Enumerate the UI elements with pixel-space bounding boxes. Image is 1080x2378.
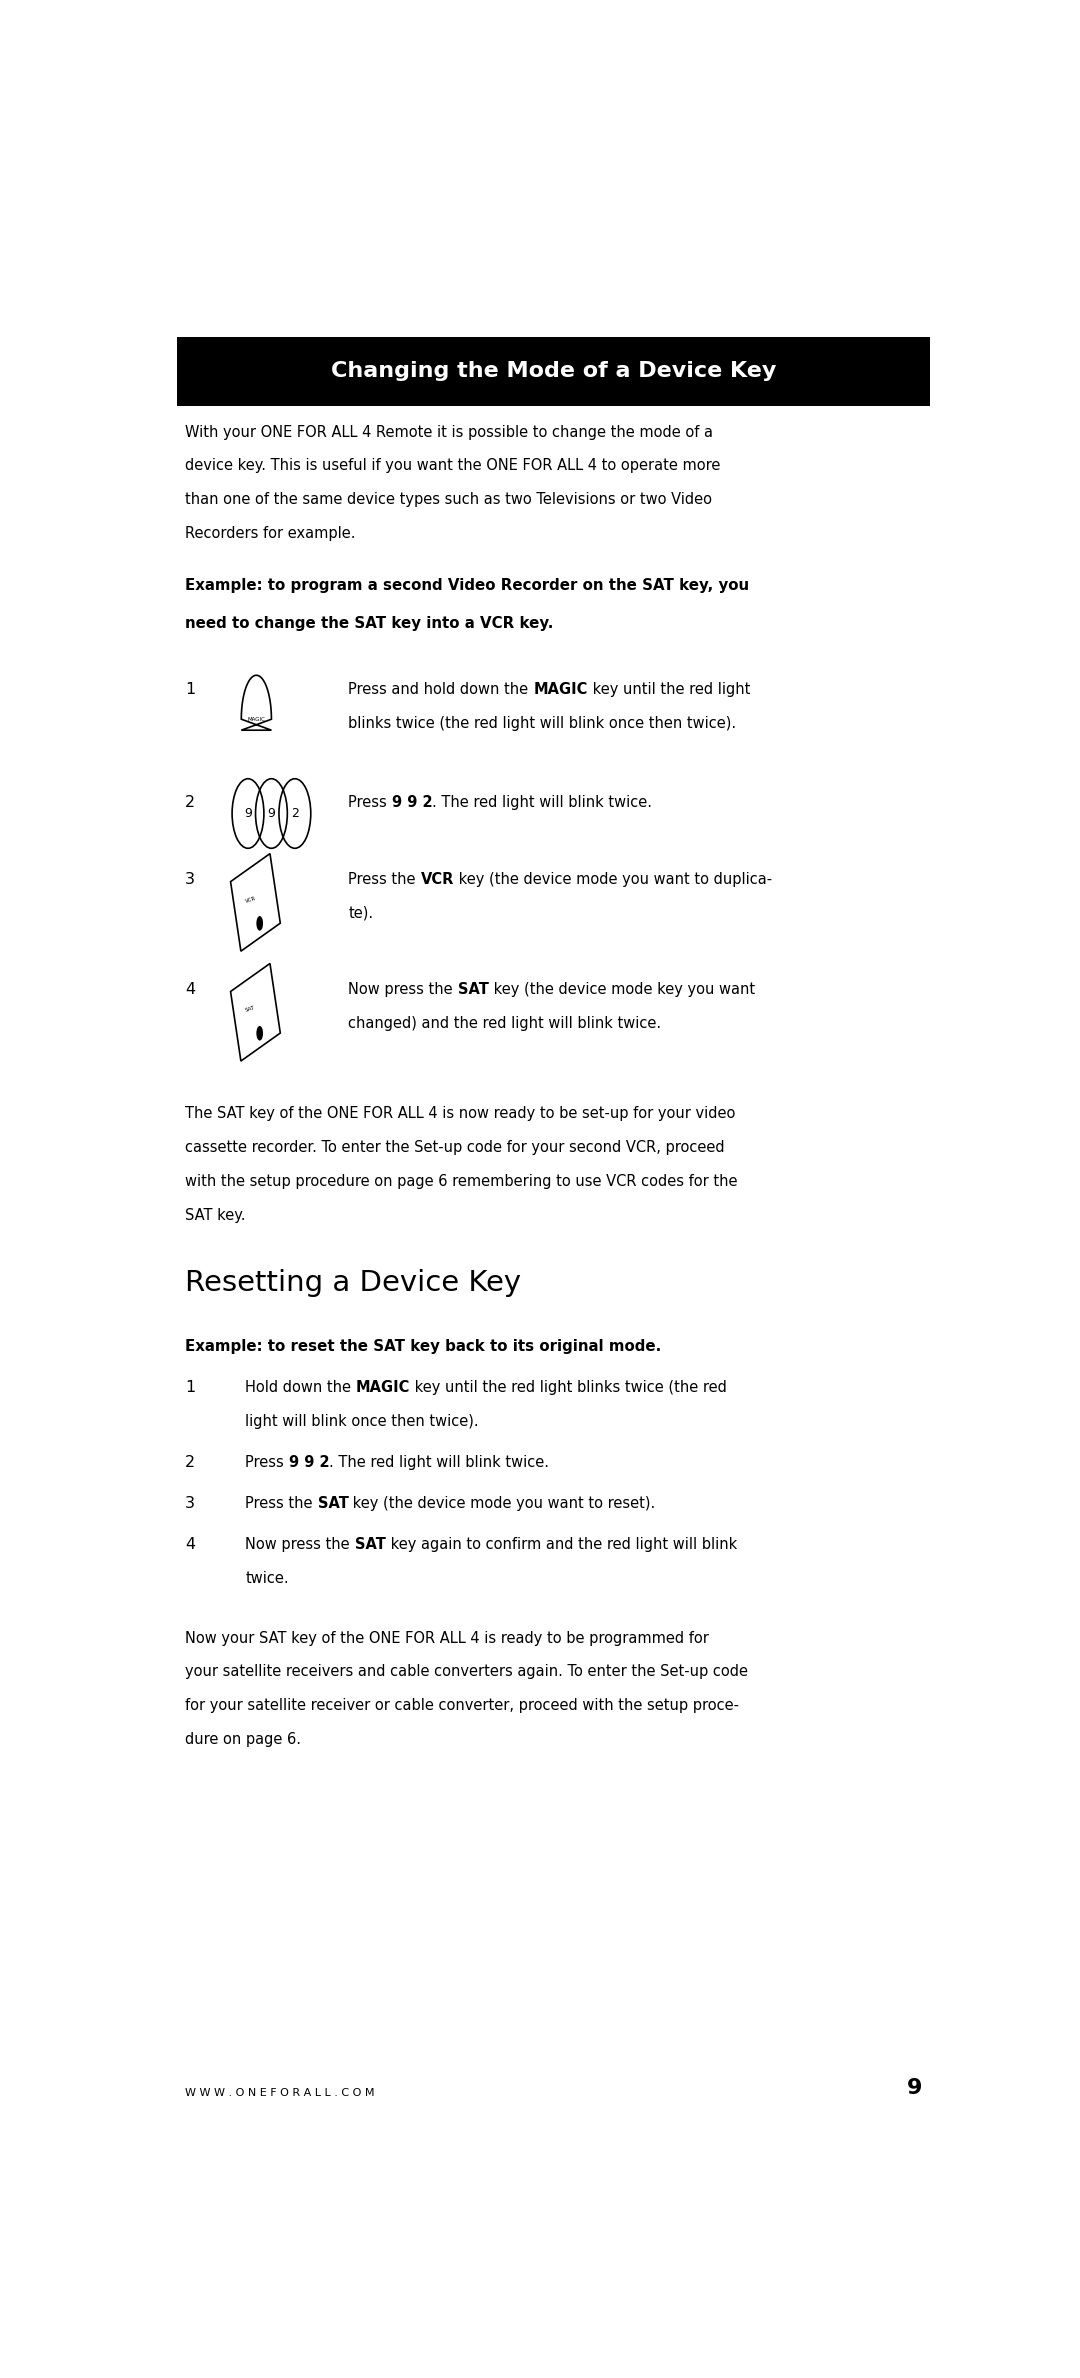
Text: Recorders for example.: Recorders for example. [186,526,355,542]
Text: 2: 2 [291,806,299,820]
Text: Press the: Press the [245,1496,318,1510]
Text: . The red light will blink twice.: . The red light will blink twice. [432,794,652,811]
Text: key again to confirm and the red light will blink: key again to confirm and the red light w… [386,1536,737,1553]
Text: The SAT key of the ONE FOR ALL 4 is now ready to be set-up for your video: The SAT key of the ONE FOR ALL 4 is now … [186,1106,735,1122]
Text: your satellite receivers and cable converters again. To enter the Set-up code: your satellite receivers and cable conve… [186,1665,748,1679]
Text: 9 9 2: 9 9 2 [288,1455,329,1470]
Text: 4: 4 [186,1536,195,1553]
Text: te).: te). [349,906,374,920]
Text: dure on page 6.: dure on page 6. [186,1731,301,1748]
Text: key (the device mode you want to reset).: key (the device mode you want to reset). [349,1496,656,1510]
Text: SAT: SAT [245,1006,256,1013]
Text: need to change the SAT key into a VCR key.: need to change the SAT key into a VCR ke… [186,616,554,630]
Text: light will blink once then twice).: light will blink once then twice). [245,1413,480,1429]
Circle shape [256,1025,264,1042]
Text: key until the red light blinks twice (the red: key until the red light blinks twice (th… [410,1379,727,1394]
Text: 3: 3 [186,1496,195,1510]
Text: SAT: SAT [318,1496,349,1510]
Text: Press the: Press the [349,873,420,887]
Text: Now press the: Now press the [349,982,458,996]
Circle shape [256,916,264,930]
Text: 3: 3 [186,873,195,887]
Text: Example: to reset the SAT key back to its original mode.: Example: to reset the SAT key back to it… [186,1339,661,1353]
Text: 9 9 2: 9 9 2 [392,794,432,811]
Text: Now press the: Now press the [245,1536,354,1553]
Text: key (the device mode you want to duplica-: key (the device mode you want to duplica… [454,873,772,887]
Text: 9: 9 [244,806,252,820]
Text: Press: Press [245,1455,288,1470]
Text: 9: 9 [268,806,275,820]
Text: VCR: VCR [244,897,257,904]
Text: 2: 2 [186,794,195,811]
Text: Press and hold down the: Press and hold down the [349,682,534,697]
Text: 1: 1 [186,1379,195,1394]
Text: key (the device mode key you want: key (the device mode key you want [488,982,755,996]
Text: 1: 1 [186,682,195,697]
Text: W W W . O N E F O R A L L . C O M: W W W . O N E F O R A L L . C O M [186,2088,375,2097]
Text: Example: to program a second Video Recorder on the SAT key, you: Example: to program a second Video Recor… [186,578,750,594]
Text: MAGIC: MAGIC [247,716,266,721]
Text: for your satellite receiver or cable converter, proceed with the setup proce-: for your satellite receiver or cable con… [186,1698,739,1712]
Text: 9: 9 [906,2078,922,2097]
Text: than one of the same device types such as two Televisions or two Video: than one of the same device types such a… [186,492,712,507]
Text: 2: 2 [186,1455,195,1470]
Text: MAGIC: MAGIC [356,1379,410,1394]
Text: With your ONE FOR ALL 4 Remote it is possible to change the mode of a: With your ONE FOR ALL 4 Remote it is pos… [186,426,713,440]
FancyBboxPatch shape [177,338,930,407]
Text: MAGIC: MAGIC [534,682,588,697]
Text: with the setup procedure on page 6 remembering to use VCR codes for the: with the setup procedure on page 6 remem… [186,1175,738,1189]
Text: SAT: SAT [458,982,488,996]
Text: Changing the Mode of a Device Key: Changing the Mode of a Device Key [330,361,777,380]
Text: VCR: VCR [420,873,454,887]
Text: 4: 4 [186,982,195,996]
Text: device key. This is useful if you want the ONE FOR ALL 4 to operate more: device key. This is useful if you want t… [186,459,720,473]
Text: SAT key.: SAT key. [186,1208,246,1222]
Text: twice.: twice. [245,1572,289,1586]
Text: Press: Press [349,794,392,811]
Text: . The red light will blink twice.: . The red light will blink twice. [329,1455,550,1470]
Text: Resetting a Device Key: Resetting a Device Key [186,1270,522,1298]
Text: Now your SAT key of the ONE FOR ALL 4 is ready to be programmed for: Now your SAT key of the ONE FOR ALL 4 is… [186,1631,710,1646]
Text: key until the red light: key until the red light [588,682,750,697]
Text: SAT: SAT [354,1536,386,1553]
Text: cassette recorder. To enter the Set-up code for your second VCR, proceed: cassette recorder. To enter the Set-up c… [186,1141,725,1156]
Text: changed) and the red light will blink twice.: changed) and the red light will blink tw… [349,1015,662,1030]
Text: blinks twice (the red light will blink once then twice).: blinks twice (the red light will blink o… [349,716,737,730]
Text: Hold down the: Hold down the [245,1379,356,1394]
